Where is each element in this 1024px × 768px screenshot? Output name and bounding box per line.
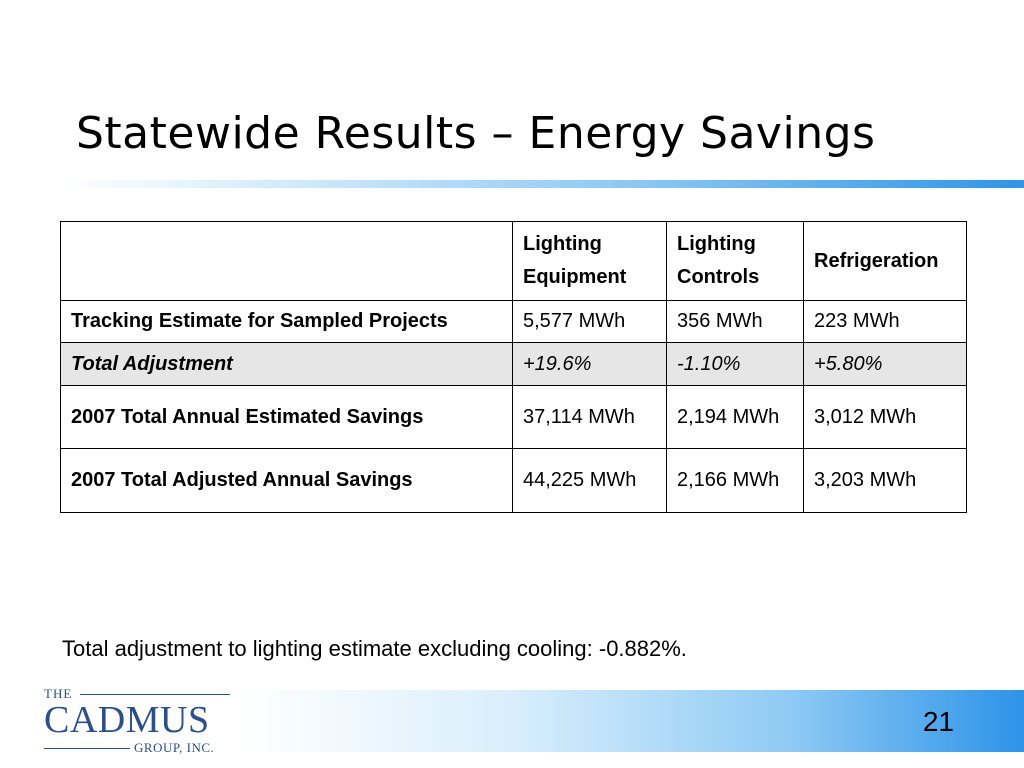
- cell-refrigeration: +5.80%: [803, 342, 967, 386]
- cell-lighting-equipment: 5,577 MWh: [512, 300, 667, 343]
- logo-rule-bottom: [44, 748, 130, 749]
- row-label: 2007 Total Adjusted Annual Savings: [60, 448, 513, 513]
- energy-savings-table: Lighting Equipment Lighting Controls Ref…: [60, 221, 967, 513]
- footer-gradient-bar: [240, 690, 1024, 752]
- cell-lighting-controls: 356 MWh: [666, 300, 804, 343]
- header-lighting-controls: Lighting Controls: [666, 221, 804, 301]
- cell-lighting-controls: -1.10%: [666, 342, 804, 386]
- row-label: 2007 Total Annual Estimated Savings: [60, 385, 513, 449]
- cell-refrigeration: 3,203 MWh: [803, 448, 967, 513]
- logo-the-text: THE: [44, 686, 73, 701]
- row-label: Total Adjustment: [60, 342, 513, 386]
- cadmus-logo: THE CADMUS GROUP, INC.: [44, 686, 236, 756]
- table-row: 2007 Total Adjusted Annual Savings 44,22…: [60, 448, 967, 513]
- cell-lighting-controls: 2,166 MWh: [666, 448, 804, 513]
- logo-rule-top: [80, 694, 230, 695]
- header-refrigeration: Refrigeration: [803, 221, 967, 301]
- slide-title: Statewide Results – Energy Savings: [76, 108, 876, 159]
- cell-lighting-equipment: 44,225 MWh: [512, 448, 667, 513]
- title-underline-bar: [58, 180, 1024, 188]
- logo-name-text: CADMUS: [44, 699, 210, 741]
- table-row: Tracking Estimate for Sampled Projects 5…: [60, 300, 967, 343]
- row-label: Tracking Estimate for Sampled Projects: [60, 300, 513, 343]
- table-row: 2007 Total Annual Estimated Savings 37,1…: [60, 385, 967, 449]
- logo-group-text: GROUP, INC.: [134, 740, 215, 755]
- footnote-text: Total adjustment to lighting estimate ex…: [62, 636, 687, 661]
- table-row: Total Adjustment +19.6% -1.10% +5.80%: [60, 342, 967, 386]
- cell-refrigeration: 3,012 MWh: [803, 385, 967, 449]
- cell-refrigeration: 223 MWh: [803, 300, 967, 343]
- cell-lighting-controls: 2,194 MWh: [666, 385, 804, 449]
- cell-lighting-equipment: +19.6%: [512, 342, 667, 386]
- header-lighting-equipment: Lighting Equipment: [512, 221, 667, 301]
- table-header-row: Lighting Equipment Lighting Controls Ref…: [60, 221, 967, 301]
- cell-lighting-equipment: 37,114 MWh: [512, 385, 667, 449]
- header-cell-empty: [60, 221, 513, 301]
- page-number: 21: [922, 706, 954, 737]
